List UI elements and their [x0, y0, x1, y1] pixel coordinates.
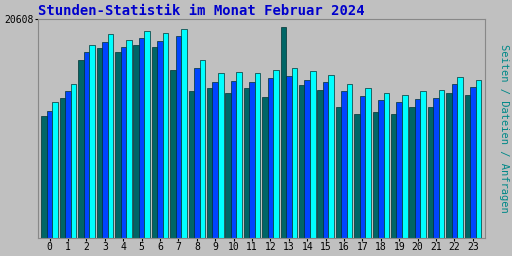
Bar: [273, 70, 279, 238]
Bar: [354, 114, 360, 238]
Bar: [410, 107, 415, 238]
Bar: [152, 47, 157, 238]
Bar: [83, 52, 89, 238]
Bar: [470, 87, 476, 238]
Bar: [428, 107, 433, 238]
Bar: [157, 41, 163, 238]
Bar: [163, 33, 168, 238]
Bar: [323, 82, 328, 238]
Bar: [391, 114, 396, 238]
Bar: [439, 90, 444, 238]
Bar: [415, 99, 420, 238]
Bar: [225, 92, 231, 238]
Bar: [476, 80, 481, 238]
Bar: [268, 78, 273, 238]
Bar: [139, 38, 144, 238]
Bar: [328, 74, 334, 238]
Bar: [47, 111, 52, 238]
Bar: [66, 91, 71, 238]
Bar: [71, 84, 76, 238]
Bar: [194, 68, 200, 238]
Bar: [255, 73, 260, 238]
Bar: [457, 77, 463, 238]
Bar: [207, 88, 212, 238]
Bar: [383, 92, 389, 238]
Bar: [336, 107, 342, 238]
Bar: [218, 73, 224, 238]
Bar: [115, 52, 120, 238]
Bar: [365, 88, 371, 238]
Bar: [281, 27, 286, 238]
Bar: [299, 85, 305, 238]
Bar: [102, 42, 108, 238]
Bar: [286, 76, 292, 238]
Bar: [305, 80, 310, 238]
Bar: [317, 90, 323, 238]
Bar: [89, 45, 95, 238]
Bar: [452, 84, 457, 238]
Bar: [52, 102, 58, 238]
Bar: [446, 92, 452, 238]
Bar: [464, 95, 470, 238]
Bar: [262, 97, 268, 238]
Bar: [108, 34, 113, 238]
Bar: [237, 72, 242, 238]
Text: Seiten / Dateien / Anfragen: Seiten / Dateien / Anfragen: [499, 44, 509, 212]
Bar: [231, 81, 237, 238]
Bar: [181, 29, 187, 238]
Bar: [378, 100, 383, 238]
Bar: [120, 47, 126, 238]
Bar: [41, 116, 47, 238]
Bar: [97, 48, 102, 238]
Bar: [420, 91, 426, 238]
Bar: [310, 71, 315, 238]
Bar: [126, 39, 132, 238]
Bar: [360, 96, 365, 238]
Bar: [134, 45, 139, 238]
Bar: [249, 82, 255, 238]
Bar: [78, 60, 83, 238]
Bar: [347, 84, 352, 238]
Bar: [176, 36, 181, 238]
Bar: [292, 68, 297, 238]
Bar: [373, 112, 378, 238]
Bar: [170, 70, 176, 238]
Bar: [144, 31, 150, 238]
Bar: [244, 88, 249, 238]
Bar: [188, 91, 194, 238]
Text: Stunden-Statistik im Monat Februar 2024: Stunden-Statistik im Monat Februar 2024: [38, 4, 365, 18]
Bar: [433, 98, 439, 238]
Bar: [396, 102, 402, 238]
Bar: [212, 82, 218, 238]
Bar: [342, 91, 347, 238]
Bar: [60, 98, 66, 238]
Bar: [402, 95, 408, 238]
Bar: [200, 60, 205, 238]
